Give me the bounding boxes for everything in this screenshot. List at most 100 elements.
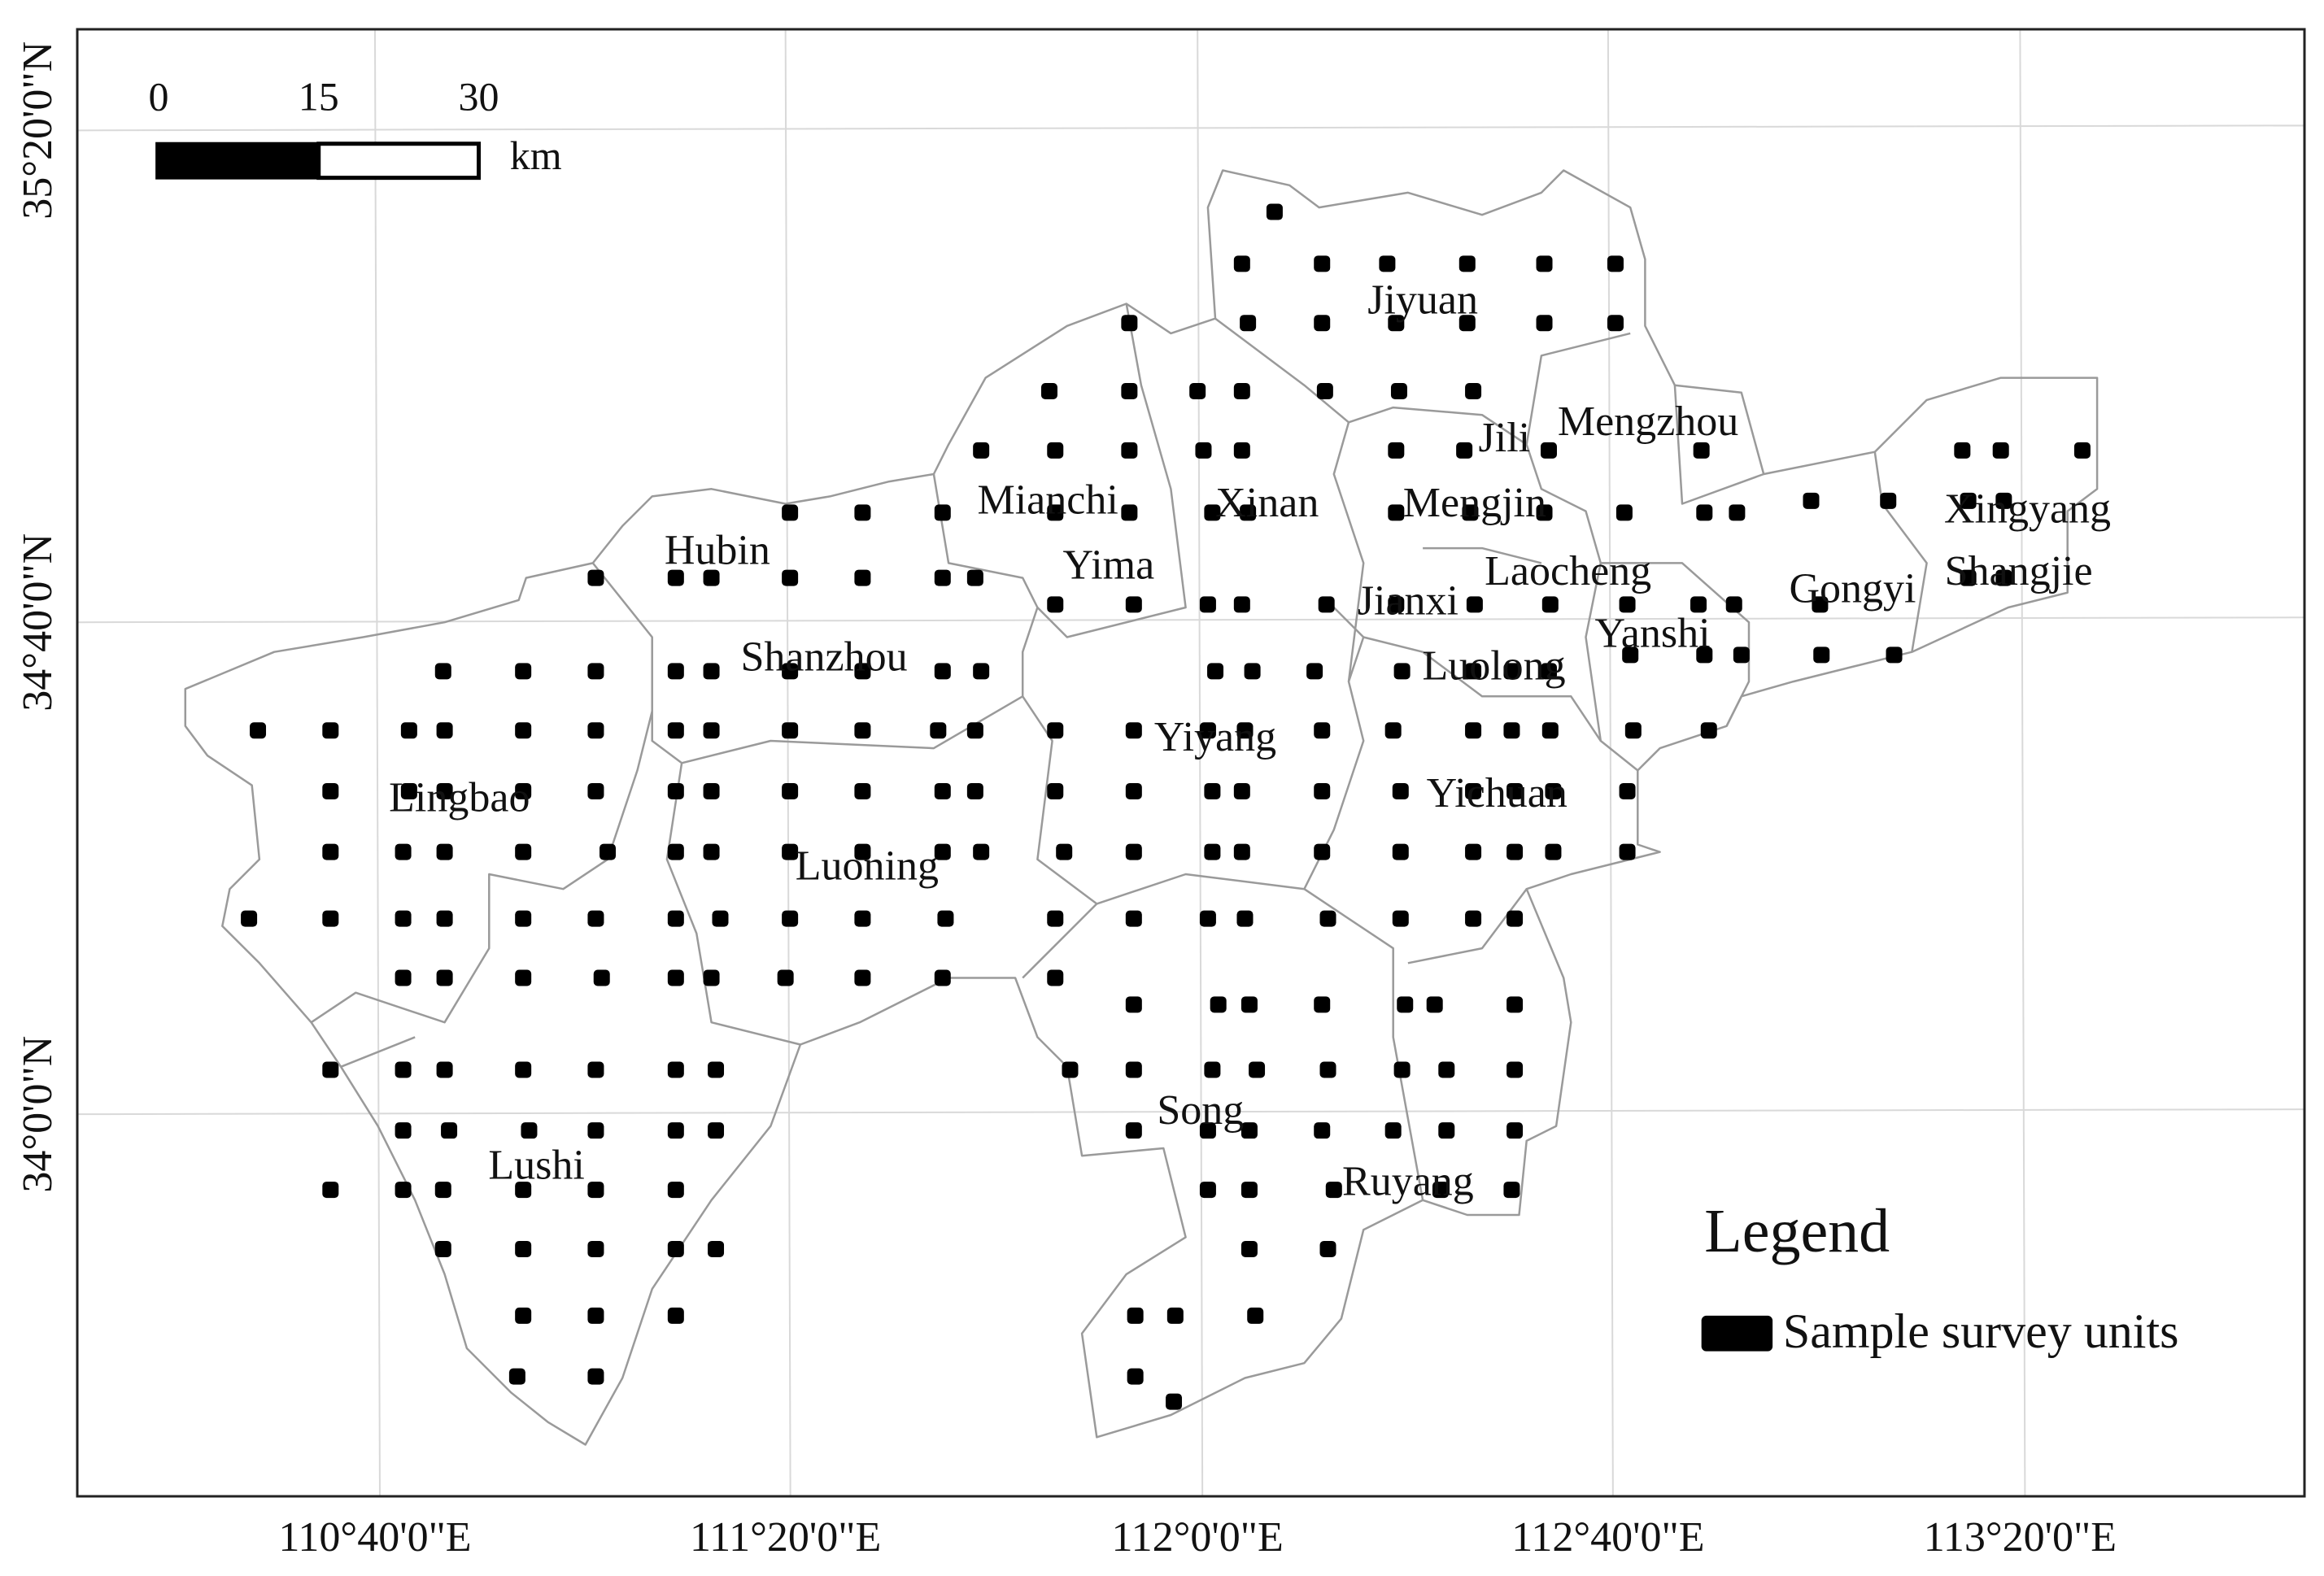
region-label: Mengzhou bbox=[1558, 398, 1738, 445]
sample-point bbox=[1540, 442, 1557, 459]
sample-point bbox=[1240, 1182, 1258, 1199]
sample-point bbox=[1619, 782, 1636, 799]
sample-point bbox=[708, 1240, 725, 1257]
sample-point bbox=[1886, 647, 1903, 664]
sample-point bbox=[322, 1182, 339, 1199]
region-label: Yichuan bbox=[1427, 770, 1568, 816]
sample-point bbox=[1392, 910, 1409, 927]
sample-point bbox=[515, 843, 532, 860]
sample-point bbox=[1536, 504, 1553, 521]
sample-point bbox=[1465, 843, 1482, 860]
region-label: Yiyang bbox=[1154, 714, 1276, 760]
sample-point bbox=[1622, 647, 1639, 664]
sample-point bbox=[322, 722, 339, 739]
sample-point bbox=[1233, 255, 1250, 272]
sample-point bbox=[708, 1122, 725, 1139]
sample-point bbox=[934, 663, 951, 680]
graticule bbox=[76, 28, 2305, 1497]
sample-point bbox=[1880, 492, 1897, 509]
sample-point bbox=[1314, 1122, 1331, 1139]
district-boundary bbox=[681, 473, 1039, 764]
sample-point bbox=[1392, 782, 1409, 799]
district-boundary bbox=[1036, 303, 1187, 638]
sample-point bbox=[1127, 1307, 1144, 1324]
sample-point bbox=[1047, 442, 1064, 459]
sample-point bbox=[1233, 383, 1250, 400]
sample-point bbox=[1503, 722, 1520, 739]
region-label: Jianxi bbox=[1358, 577, 1458, 624]
sample-point bbox=[667, 843, 684, 860]
sample-point bbox=[1506, 843, 1524, 860]
sample-point bbox=[1733, 647, 1750, 664]
sample-point bbox=[1506, 1122, 1524, 1139]
map-frame bbox=[76, 28, 2306, 1498]
sample-point bbox=[1319, 1061, 1336, 1078]
sample-point bbox=[515, 722, 532, 739]
sample-point bbox=[667, 1240, 684, 1257]
sample-point bbox=[250, 722, 267, 739]
sample-point bbox=[1536, 255, 1553, 272]
region-label: Mianchi bbox=[978, 477, 1118, 523]
sample-point bbox=[1319, 910, 1336, 927]
latitude-label: 34°40'0"N bbox=[15, 533, 61, 712]
sample-point bbox=[1607, 315, 1624, 332]
parallel bbox=[76, 1108, 2305, 1116]
sample-point bbox=[782, 569, 799, 586]
region-label: Luoning bbox=[796, 842, 939, 889]
region-label: Jiyuan bbox=[1367, 276, 1478, 323]
sample-point bbox=[1690, 596, 1707, 613]
region-label: Shanzhou bbox=[740, 634, 907, 681]
sample-point bbox=[1393, 663, 1411, 680]
region-label: Yima bbox=[1063, 542, 1155, 589]
sample-point bbox=[436, 843, 453, 860]
sample-point bbox=[1121, 442, 1138, 459]
sample-point bbox=[441, 1122, 458, 1139]
region-label: Laocheng bbox=[1485, 548, 1651, 594]
sample-point bbox=[1121, 383, 1138, 400]
sample-point bbox=[515, 1307, 532, 1324]
longitude-label: 112°0'0"E bbox=[1112, 1514, 1284, 1561]
sample-point bbox=[1536, 315, 1553, 332]
district-boundary bbox=[310, 711, 653, 1024]
district-boundary bbox=[1423, 546, 1542, 564]
sample-point bbox=[667, 569, 684, 586]
region-label: Lingbao bbox=[389, 775, 530, 821]
sample-point bbox=[587, 569, 604, 586]
sample-point bbox=[782, 910, 799, 927]
sample-point bbox=[587, 910, 604, 927]
sample-point bbox=[1314, 782, 1331, 799]
sample-point bbox=[1247, 1307, 1264, 1324]
sample-point bbox=[1240, 315, 1257, 332]
sample-point bbox=[1233, 782, 1250, 799]
sample-point bbox=[1379, 255, 1396, 272]
sample-point bbox=[1240, 1240, 1258, 1257]
sample-point bbox=[1624, 722, 1642, 739]
sample-point bbox=[667, 1182, 684, 1199]
sample-point bbox=[1233, 442, 1250, 459]
sample-point bbox=[1314, 255, 1331, 272]
sample-point bbox=[1236, 910, 1254, 927]
sample-point bbox=[703, 843, 720, 860]
sample-point bbox=[1199, 910, 1216, 927]
sample-point bbox=[973, 843, 990, 860]
sample-point bbox=[1619, 596, 1636, 613]
district-boundary bbox=[1673, 385, 1764, 505]
sample-point bbox=[587, 722, 604, 739]
sample-point bbox=[1545, 843, 1562, 860]
sample-point bbox=[1125, 1122, 1142, 1139]
region-label: Yanshi bbox=[1594, 610, 1710, 656]
sample-point bbox=[1397, 996, 1414, 1013]
sample-point bbox=[587, 1182, 604, 1199]
sample-point bbox=[1465, 383, 1482, 400]
region-label: Xinan bbox=[1215, 480, 1319, 526]
sample-point bbox=[667, 722, 684, 739]
sample-point bbox=[1314, 722, 1331, 739]
sample-point bbox=[1607, 255, 1624, 272]
sample-point bbox=[1813, 647, 1830, 664]
legend-symbol bbox=[1701, 1315, 1773, 1352]
sample-point bbox=[600, 843, 617, 860]
sample-point bbox=[854, 504, 871, 521]
sample-point bbox=[1426, 996, 1443, 1013]
district-boundary bbox=[1332, 421, 1365, 682]
sample-point bbox=[1388, 315, 1405, 332]
